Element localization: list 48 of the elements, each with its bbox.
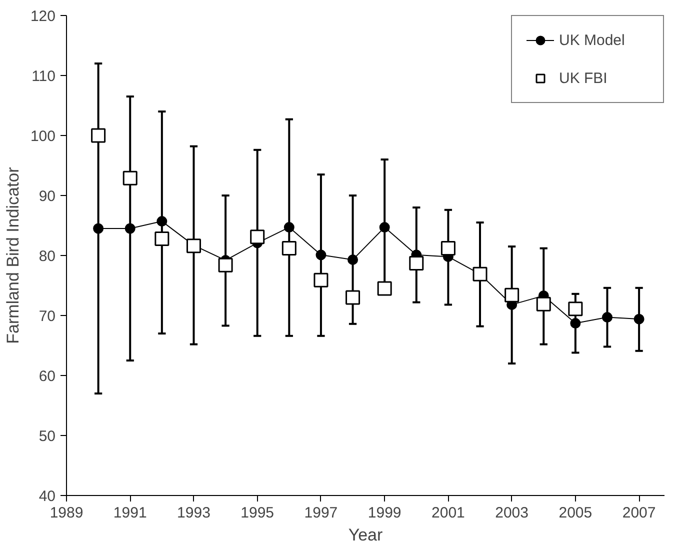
point (124, 223, 136, 234)
point (377, 281, 392, 296)
point (316, 250, 326, 260)
y-tick-label: 40 (38, 488, 56, 505)
point (154, 231, 170, 246)
point (250, 230, 265, 244)
point (440, 241, 456, 256)
point (634, 314, 644, 324)
point (602, 312, 612, 323)
x-tick-label: 1989 (50, 504, 84, 522)
y-tick-label: 70 (38, 308, 56, 325)
point (91, 128, 106, 143)
point (379, 222, 390, 233)
y-tick-label: 80 (38, 248, 56, 265)
x-tick-label: 2005 (558, 504, 592, 522)
y-tick-label: 50 (38, 428, 56, 445)
x-axis-title: Year (348, 526, 384, 544)
x-tick-label: 1993 (177, 504, 210, 522)
point (93, 223, 104, 234)
x-tick-label: 1995 (240, 504, 274, 522)
point (348, 254, 358, 265)
x-tick-label: 1999 (368, 504, 402, 522)
x-tick-label: 1991 (113, 504, 147, 522)
point (504, 288, 520, 302)
y-tick-label: 90 (38, 188, 56, 205)
y-axis-title: Farmland Bird Indicator (3, 166, 22, 344)
y-tick-label: 60 (38, 368, 56, 385)
y-tick-label: 110 (32, 68, 56, 85)
y-tick-label: 120 (30, 8, 56, 25)
x-tick-label: 2003 (495, 504, 529, 522)
x-tick-label: 2001 (432, 504, 465, 522)
point (186, 238, 201, 254)
point (346, 290, 360, 305)
x-tick-label: 1997 (304, 504, 338, 522)
point (409, 256, 424, 271)
legend-label: UK Model (559, 32, 626, 48)
x-tick-label: 2007 (622, 504, 656, 522)
point (568, 302, 583, 316)
point (282, 241, 296, 256)
point (314, 272, 328, 288)
point (122, 170, 138, 186)
point (156, 216, 168, 227)
legend-label: UK FBI (559, 70, 608, 86)
y-tick-label: 100 (30, 128, 56, 145)
point (284, 222, 294, 233)
point (536, 296, 551, 312)
point (570, 318, 581, 329)
point (218, 258, 233, 272)
